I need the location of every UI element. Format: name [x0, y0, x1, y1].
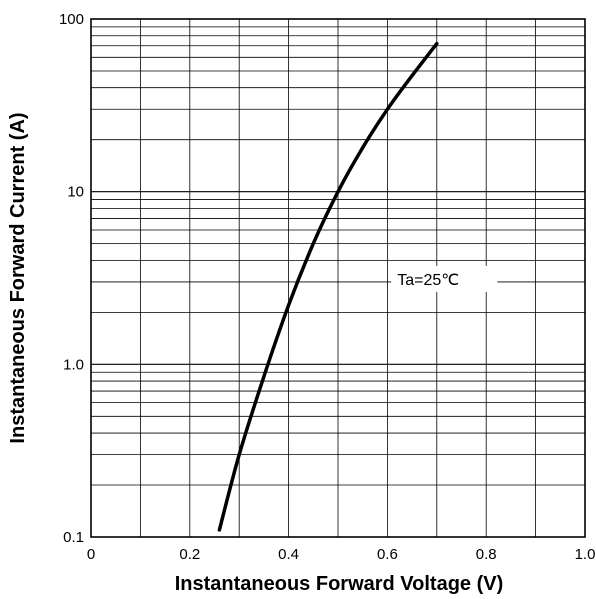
y-tick-label: 1.0	[63, 356, 84, 373]
series-line-forward-current	[217, 41, 439, 532]
x-tick-label: 0.2	[179, 546, 200, 563]
plot-area-border	[90, 18, 586, 538]
y-tick-label: 100	[59, 11, 84, 28]
y-tick-label: 10	[67, 184, 84, 201]
x-tick-label: 1.0	[575, 546, 596, 563]
x-axis-title: Instantaneous Forward Voltage (V)	[175, 573, 504, 595]
x-tick-label: 0.4	[278, 546, 299, 563]
grid-lines	[91, 19, 585, 537]
y-axis-title: Instantaneous Forward Current (A)	[7, 112, 29, 443]
y-tick-label: 0.1	[63, 529, 84, 546]
x-tick-label: 0.8	[476, 546, 497, 563]
annotation-background	[391, 265, 498, 292]
x-tick-label: 0.6	[377, 546, 398, 563]
x-tick-label: 0	[87, 546, 95, 563]
annotations: Ta=25℃	[391, 265, 498, 292]
series-group	[217, 41, 439, 532]
y-tick-labels: 0.1 1.0 10 100	[59, 11, 84, 546]
annotation-temperature: Ta=25℃	[397, 272, 459, 289]
x-tick-labels: 0 0.2 0.4 0.6 0.8 1.0	[87, 546, 596, 563]
